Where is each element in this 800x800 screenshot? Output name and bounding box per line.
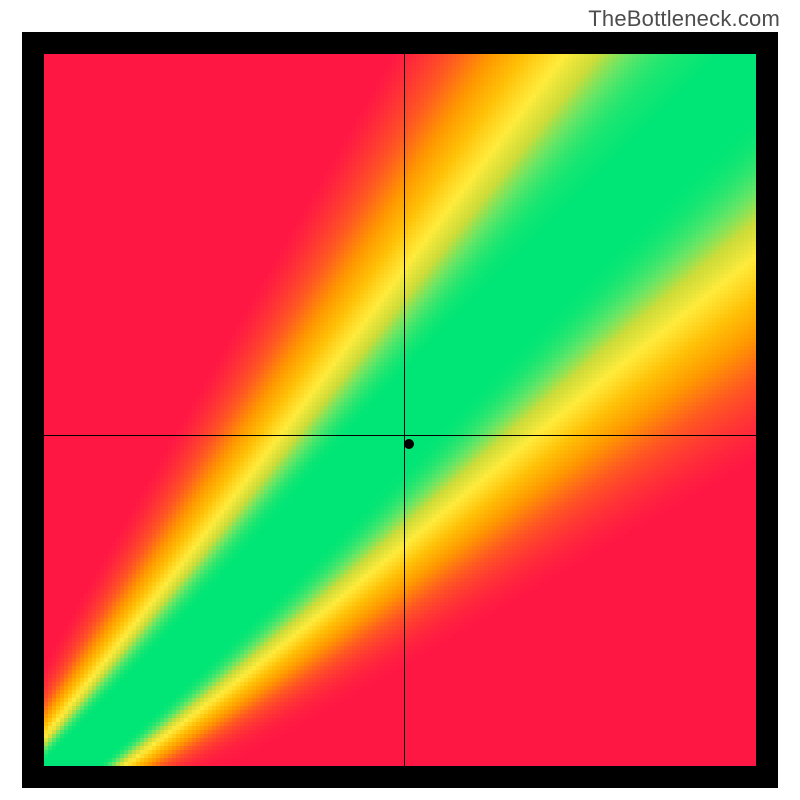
bottleneck-heatmap bbox=[44, 54, 756, 766]
plot-frame bbox=[22, 32, 778, 788]
page-container: TheBottleneck.com bbox=[0, 0, 800, 800]
operating-point-marker bbox=[404, 439, 414, 449]
attribution-label: TheBottleneck.com bbox=[588, 6, 780, 32]
crosshair-horizontal bbox=[44, 435, 756, 436]
crosshair-vertical bbox=[404, 54, 405, 766]
